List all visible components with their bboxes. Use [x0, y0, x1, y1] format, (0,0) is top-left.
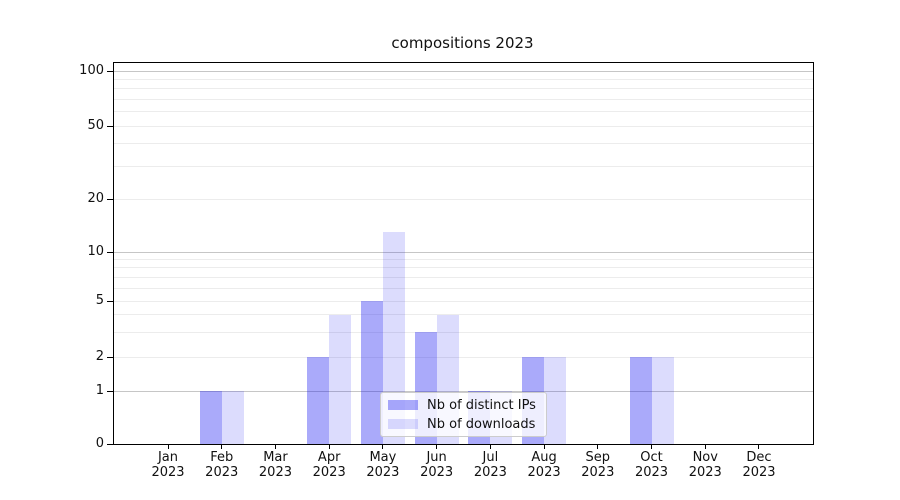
x-tick-mark: [221, 444, 223, 449]
major-gridline: [114, 390, 813, 392]
x-tick-mark: [704, 444, 706, 449]
bar-downloads: [221, 391, 244, 444]
major-gridline: [114, 70, 813, 72]
minor-gridline: [114, 98, 813, 100]
y-tick-label: 2: [95, 349, 104, 364]
x-tick-label: Oct 2023: [634, 450, 669, 480]
x-tick-label: Jul 2023: [473, 450, 507, 480]
x-tick-label: Dec 2023: [742, 450, 776, 480]
x-tick-label: Aug 2023: [527, 450, 561, 480]
y-tick-mark: [107, 198, 113, 200]
y-tick-label: 20: [87, 191, 104, 206]
y-tick-mark: [107, 356, 113, 358]
legend-label: Nb of distinct IPs: [427, 397, 536, 413]
minor-gridline: [114, 198, 813, 200]
x-tick-mark: [489, 444, 491, 449]
x-tick-label: Mar 2023: [258, 450, 292, 480]
minor-gridline: [114, 78, 813, 80]
y-tick-label: 5: [95, 293, 104, 308]
bar-distinct-ips: [307, 357, 330, 444]
x-tick-mark: [597, 444, 599, 449]
x-tick-label: Apr 2023: [312, 450, 346, 480]
x-tick-label: Sep 2023: [581, 450, 615, 480]
bar-downloads: [651, 357, 674, 444]
minor-gridline: [114, 314, 813, 316]
legend-label: Nb of downloads: [427, 416, 536, 432]
x-tick-mark: [167, 444, 169, 449]
bar-distinct-ips: [360, 301, 383, 444]
minor-gridline: [114, 331, 813, 333]
y-tick-mark: [107, 70, 113, 72]
downloads-swatch: [388, 419, 418, 429]
legend-item-distinct-ips: Nb of distinct IPs: [388, 398, 538, 413]
y-tick-mark: [107, 390, 113, 392]
y-tick-mark: [107, 125, 113, 127]
distinct-ips-swatch: [388, 400, 418, 410]
x-tick-mark: [436, 444, 438, 449]
minor-gridline: [114, 276, 813, 278]
minor-gridline: [114, 143, 813, 145]
x-tick-label: Jun 2023: [420, 450, 454, 480]
minor-gridline: [114, 166, 813, 168]
y-tick-mark: [107, 300, 113, 302]
x-tick-label: May 2023: [366, 450, 400, 480]
y-tick-label: 10: [87, 244, 104, 259]
legend: Nb of distinct IPs Nb of downloads: [380, 392, 547, 437]
y-tick-mark: [107, 251, 113, 253]
chart-title: compositions 2023: [391, 34, 534, 52]
minor-gridline: [114, 300, 813, 302]
x-tick-mark: [543, 444, 545, 449]
plot-area: 0 1 2 5 10 20 50 100 Jan 2023 Feb 2023 Mar 2023 Apr…: [79, 62, 814, 480]
x-tick-mark: [758, 444, 760, 449]
minor-gridline: [114, 356, 813, 358]
x-tick-label: Jan 2023: [151, 450, 185, 480]
major-gridline: [114, 251, 813, 253]
y-tick-label: 0: [95, 436, 104, 451]
minor-gridline: [114, 287, 813, 289]
bar-downloads: [382, 231, 405, 444]
x-tick-mark: [274, 444, 276, 449]
x-tick-label: Nov 2023: [688, 450, 722, 480]
minor-gridline: [114, 258, 813, 260]
x-tick-mark: [651, 444, 653, 449]
y-tick-mark: [107, 443, 113, 445]
x-tick-label: Feb 2023: [205, 450, 239, 480]
bar-distinct-ips: [629, 357, 652, 444]
bar-distinct-ips: [199, 391, 222, 444]
minor-gridline: [114, 125, 813, 127]
bar-downloads: [329, 314, 352, 444]
minor-gridline: [114, 88, 813, 90]
y-tick-label: 100: [79, 63, 104, 78]
minor-gridline: [114, 267, 813, 269]
y-tick-label: 50: [87, 118, 104, 133]
minor-gridline: [114, 111, 813, 113]
y-tick-label: 1: [95, 383, 104, 398]
x-tick-mark: [382, 444, 384, 449]
legend-item-downloads: Nb of downloads: [388, 417, 538, 432]
bar-downloads: [544, 357, 567, 444]
x-tick-mark: [328, 444, 330, 449]
